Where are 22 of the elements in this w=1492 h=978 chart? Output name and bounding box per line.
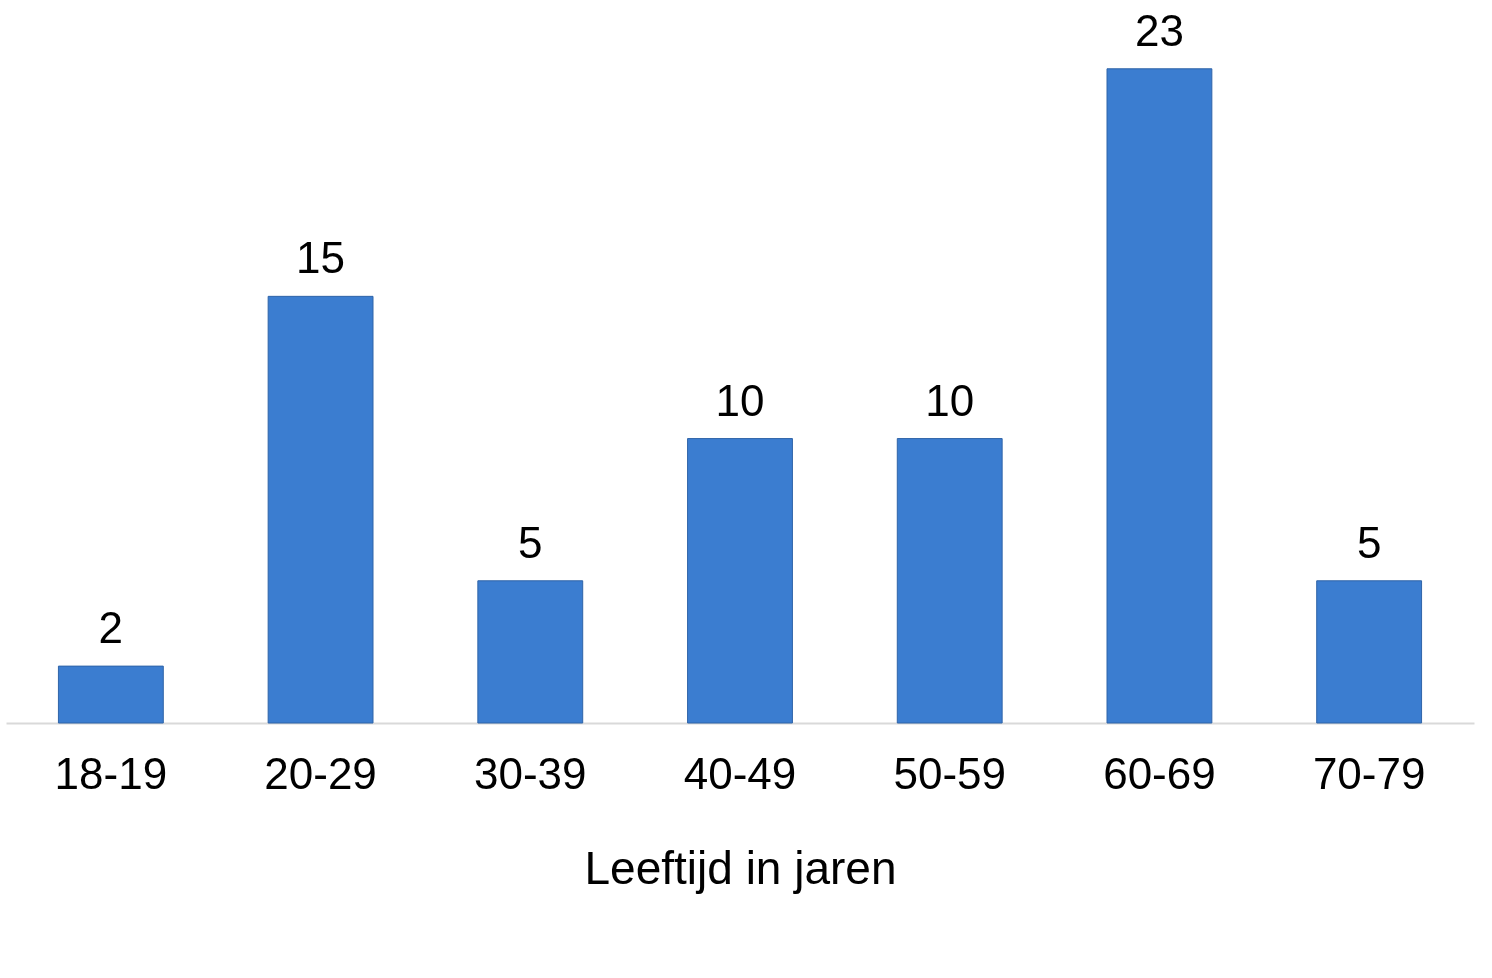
x-tick-label: 40-49 <box>683 748 797 798</box>
data-label: 5 <box>518 517 543 567</box>
bar <box>1316 580 1423 724</box>
data-label: 2 <box>98 603 124 653</box>
bar <box>1106 68 1213 724</box>
bar <box>896 438 1003 724</box>
data-label: 10 <box>925 375 975 425</box>
data-label: 5 <box>1356 517 1382 567</box>
data-label: 15 <box>296 233 346 283</box>
x-axis-title: Leeftijd in jaren <box>584 841 897 894</box>
x-tick-label: 20-29 <box>264 748 377 798</box>
bar <box>477 580 584 724</box>
bar <box>687 438 793 724</box>
x-tick-label: 30-39 <box>474 748 587 798</box>
x-tick-label: 50-59 <box>893 748 1006 798</box>
x-tick-label: 70-79 <box>1312 748 1426 798</box>
data-label: 10 <box>715 375 765 425</box>
bar <box>57 665 164 724</box>
x-tick-label: 18-19 <box>54 748 168 798</box>
data-label: 23 <box>1134 5 1184 55</box>
x-tick-label: 60-69 <box>1103 748 1216 798</box>
bar <box>267 295 374 724</box>
